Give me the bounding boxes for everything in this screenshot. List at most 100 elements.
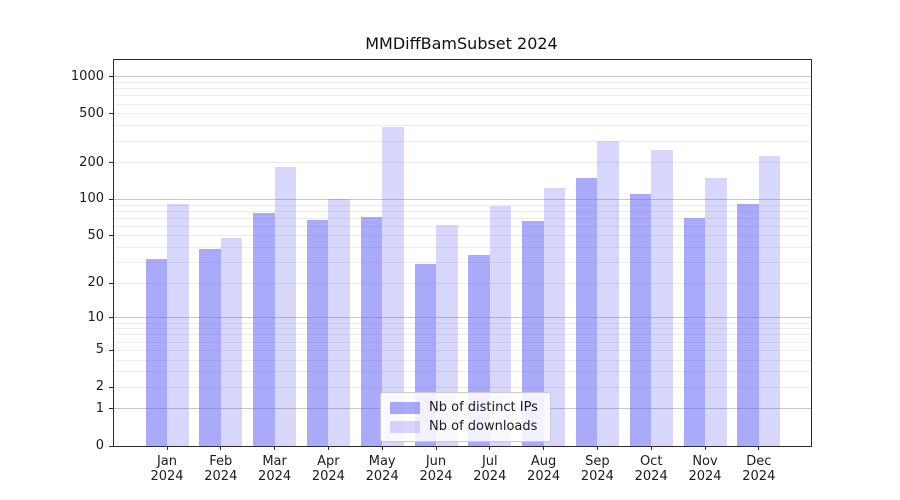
x-tick-label: Oct 2024 [619, 454, 683, 484]
x-tick-month: Jul [481, 454, 498, 469]
x-tick-mark [274, 446, 276, 450]
gridline-minor [114, 125, 811, 127]
gridline-minor [114, 341, 811, 343]
x-tick-year: 2024 [204, 469, 238, 484]
y-tick-label: 2 [95, 379, 104, 395]
bar-downloads-jan [167, 204, 189, 446]
gridline-minor [114, 328, 811, 330]
y-tick-mark [109, 445, 113, 447]
y-tick-mark [109, 162, 113, 164]
gridline-minor [114, 349, 811, 351]
x-tick-year: 2024 [742, 469, 776, 484]
y-tick-mark [109, 235, 113, 237]
y-tick-mark [109, 113, 113, 115]
y-tick-mark [109, 317, 113, 319]
y-tick-mark [109, 198, 113, 200]
legend-label-downloads: Nb of downloads [429, 419, 538, 434]
x-tick-mark [327, 446, 329, 450]
legend: Nb of distinct IPs Nb of downloads [380, 392, 551, 442]
x-tick-mark [543, 446, 545, 450]
y-tick-label: 5 [95, 342, 104, 358]
y-tick-label: 10 [87, 309, 104, 325]
y-tick-label: 1000 [70, 68, 104, 84]
x-tick-year: 2024 [688, 469, 722, 484]
bar-downloads-sep [597, 141, 619, 446]
x-tick-label: Nov 2024 [673, 454, 737, 484]
bar-downloads-feb [220, 238, 243, 446]
bar-downloads-jun [436, 224, 458, 446]
x-tick-mark [381, 446, 383, 450]
x-tick-mark [650, 446, 652, 450]
gridline-minor [114, 282, 811, 284]
bar-downloads-apr [328, 198, 350, 446]
x-tick-year: 2024 [580, 469, 614, 484]
x-tick-label: Apr 2024 [296, 454, 360, 484]
x-tick-year: 2024 [419, 469, 453, 484]
legend-swatch-downloads [390, 420, 420, 433]
x-tick-year: 2024 [150, 469, 184, 484]
bar-distinct-ips-may [360, 216, 383, 446]
gridline-minor [114, 113, 811, 115]
x-tick-mark [435, 446, 437, 450]
y-tick-mark [109, 386, 113, 388]
legend-item-downloads: Nb of downloads [390, 417, 538, 436]
gridline-minor [114, 162, 811, 164]
x-tick-mark [489, 446, 491, 450]
x-tick-year: 2024 [258, 469, 292, 484]
gridline-major [114, 76, 811, 78]
plot-area: 0 1 2 5 10 20 50 100 200 500 1000 Jan 2024 Feb 2024 Mar… [71, 59, 812, 484]
gridline-minor [114, 371, 811, 373]
x-tick-month: Mar [262, 454, 287, 469]
x-tick-mark [704, 446, 706, 450]
x-tick-year: 2024 [634, 469, 668, 484]
y-tick-label: 500 [79, 105, 104, 121]
y-tick-mark [109, 76, 113, 78]
x-tick-month: Jun [425, 454, 447, 469]
x-tick-label: Dec 2024 [727, 454, 791, 484]
gridline-minor [114, 204, 811, 206]
bar-distinct-ips-dec [737, 203, 759, 446]
gridline-major [114, 317, 811, 319]
x-tick-label: Jun 2024 [404, 454, 468, 484]
gridline-minor [114, 262, 811, 264]
y-tick-label: 0 [95, 438, 104, 453]
bar-downloads-dec [758, 156, 781, 446]
gridline-minor [114, 322, 811, 324]
x-tick-label: Aug 2024 [512, 454, 576, 484]
x-tick-month: Sep [585, 454, 610, 469]
x-tick-month: May [368, 454, 396, 469]
gridline-minor [114, 217, 811, 219]
x-tick-month: Aug [530, 454, 557, 469]
bar-downloads-may [382, 127, 404, 446]
x-tick-mark [166, 446, 168, 450]
x-tick-label: Mar 2024 [243, 454, 307, 484]
bar-downloads-mar [274, 167, 297, 446]
x-tick-mark [758, 446, 760, 450]
bar-distinct-ips-nov [683, 217, 705, 446]
bar-distinct-ips-apr [306, 219, 329, 446]
gridline-minor [114, 140, 811, 142]
x-tick-month: Jan [156, 454, 178, 469]
y-tick-mark [109, 408, 113, 410]
y-tick-label: 50 [87, 227, 104, 243]
bar-downloads-aug [543, 188, 566, 446]
y-tick-label: 200 [79, 154, 104, 170]
x-tick-year: 2024 [365, 469, 399, 484]
y-tick-label: 20 [87, 275, 104, 291]
x-tick-label: Sep 2024 [565, 454, 629, 484]
x-tick-year: 2024 [473, 469, 507, 484]
y-tick-label: 100 [79, 191, 104, 207]
x-tick-label: May 2024 [350, 454, 414, 484]
gridline-minor [114, 359, 811, 361]
gridline-minor [114, 103, 811, 105]
x-tick-month: Dec [746, 454, 772, 469]
x-tick-year: 2024 [311, 469, 345, 484]
legend-label-distinct-ips: Nb of distinct IPs [429, 400, 538, 415]
x-tick-month: Feb [209, 454, 233, 469]
gridline-minor [114, 210, 811, 212]
x-tick-mark [220, 446, 222, 450]
bar-distinct-ips-oct [629, 194, 652, 446]
gridline-minor [114, 88, 811, 90]
bar-distinct-ips-aug [522, 220, 544, 446]
